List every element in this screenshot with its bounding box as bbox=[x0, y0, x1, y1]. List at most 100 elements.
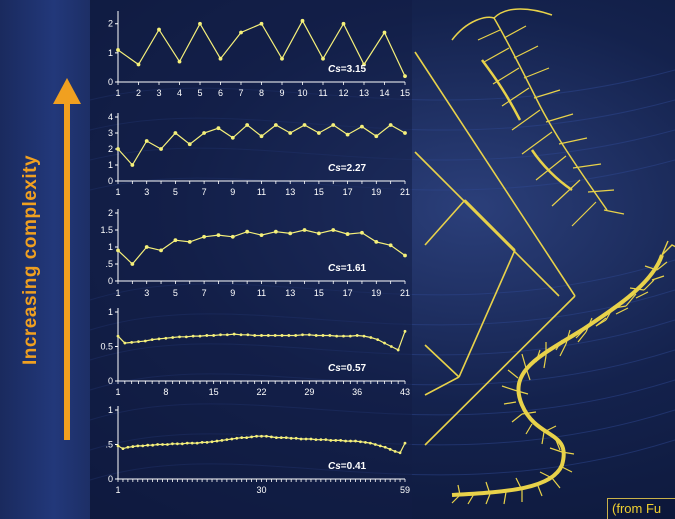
chart-4-x-tick-label: 1 bbox=[115, 387, 120, 397]
chart-1-x-tick-label: 15 bbox=[400, 88, 410, 98]
chart-5-x-tick-label: 59 bbox=[400, 485, 410, 495]
chart-3-point bbox=[345, 232, 350, 236]
cs-label: Cs bbox=[328, 263, 341, 274]
chart-4-point bbox=[205, 334, 209, 337]
chart-2-point bbox=[202, 131, 206, 135]
chart-2-x-tick-label: 1 bbox=[115, 187, 120, 197]
chart-4-y-tick-label: 0.5 bbox=[100, 342, 113, 352]
chart-1-x-tick-label: 3 bbox=[156, 88, 161, 98]
centipede-short-icon bbox=[451, 8, 625, 227]
chart-3-point bbox=[317, 231, 321, 236]
chart-1-y-tick-label: 2 bbox=[108, 19, 113, 29]
chart-2-point bbox=[317, 131, 321, 135]
chart-4-point bbox=[383, 341, 386, 345]
chart-3-y-tick-label: 1 bbox=[108, 242, 113, 252]
chart-3-x-tick-label: 9 bbox=[230, 288, 235, 298]
chart-2-y-tick-label: 0 bbox=[108, 176, 113, 186]
chart-5-point bbox=[304, 437, 308, 441]
chart-4-point bbox=[219, 333, 222, 337]
increasing-complexity-label: Increasing complexity bbox=[20, 154, 42, 366]
chart-4-point bbox=[123, 341, 127, 345]
chart-3-y-tick-label: 1.5 bbox=[100, 225, 113, 235]
chart-4-point bbox=[335, 334, 339, 338]
chart-1-x-tick-label: 12 bbox=[338, 88, 348, 98]
tree-branch-3a bbox=[424, 199, 466, 246]
chart-4-y-tick-label: 1 bbox=[108, 307, 113, 317]
chart-3-x-tick-label: 13 bbox=[285, 288, 295, 298]
chart-1-x-tick-label: 4 bbox=[177, 88, 182, 98]
chart-5-point bbox=[284, 436, 288, 439]
chart-5-point bbox=[274, 436, 278, 439]
chart-2-point bbox=[374, 134, 379, 139]
chart-5-x-tick-label: 1 bbox=[115, 485, 120, 495]
chart-4-point bbox=[253, 334, 257, 337]
chart-5-point bbox=[171, 442, 174, 446]
chart-5-point bbox=[269, 435, 273, 439]
chart-2-series-line bbox=[117, 124, 406, 167]
cs-value: =1.61 bbox=[341, 263, 367, 274]
chart-1-x-tick-label: 11 bbox=[318, 88, 327, 98]
chart-1-cs-annotation: Cs=3.15 bbox=[328, 64, 367, 75]
chart-3-x-tick-label: 21 bbox=[400, 288, 410, 298]
chart-5-point bbox=[190, 441, 194, 445]
chart-4-y-tick-label: 0 bbox=[108, 376, 113, 386]
chart-4-point bbox=[171, 336, 175, 339]
chart-5-point bbox=[324, 438, 328, 442]
chart-5-y-tick-label: .5 bbox=[105, 440, 113, 450]
chart-4-point bbox=[225, 333, 229, 337]
chart-5-point bbox=[334, 438, 338, 442]
chart-1-x-tick-label: 8 bbox=[259, 88, 264, 98]
chart-4-point bbox=[273, 334, 277, 337]
chart-4-point bbox=[212, 334, 216, 337]
chart-4-point bbox=[260, 334, 263, 337]
chart-2-y-tick-label: 3 bbox=[108, 128, 113, 138]
chart-1-x-tick-label: 5 bbox=[197, 88, 202, 98]
chart-2-point bbox=[144, 139, 149, 143]
chart-5-point bbox=[210, 440, 214, 444]
chart-4-point bbox=[191, 334, 195, 338]
chart-5-point bbox=[141, 444, 145, 448]
chart-3-point bbox=[259, 233, 264, 238]
chart-3-point bbox=[245, 229, 250, 234]
cs-value: =0.41 bbox=[341, 461, 367, 472]
chart-2-x-tick-label: 9 bbox=[230, 187, 235, 197]
cs-value: =3.15 bbox=[341, 64, 367, 75]
chart-1-point bbox=[259, 21, 264, 26]
chart-4-point bbox=[396, 348, 400, 352]
chart-2-point bbox=[345, 132, 350, 137]
chart-3-x-tick-label: 3 bbox=[144, 288, 149, 298]
chart-1-x-tick-label: 9 bbox=[279, 88, 284, 98]
chart-5-point bbox=[388, 447, 392, 451]
chart-1-x-tick-label: 13 bbox=[359, 88, 369, 98]
chart-3-x-tick-label: 15 bbox=[314, 288, 324, 298]
chart-3-point bbox=[403, 253, 407, 258]
chart-2-point bbox=[173, 131, 178, 135]
chart-4-point bbox=[164, 336, 168, 340]
chart-5-point bbox=[403, 441, 407, 445]
chart-5-point bbox=[319, 438, 323, 442]
chart-3-x-tick-label: 5 bbox=[173, 288, 178, 298]
chart-2-point bbox=[216, 126, 221, 131]
chart-5-point bbox=[393, 450, 397, 453]
chart-5-point bbox=[289, 436, 293, 440]
chart-2-point bbox=[245, 123, 250, 127]
chart-2-y-tick-label: 1 bbox=[108, 160, 113, 170]
cs-label: Cs bbox=[328, 363, 341, 374]
chart-2-point bbox=[288, 131, 293, 135]
chart-1-point bbox=[362, 62, 366, 67]
chart-4-x-tick-label: 15 bbox=[209, 387, 219, 397]
chart-5-point bbox=[294, 436, 298, 440]
chart-3-cs-annotation: Cs=1.61 bbox=[328, 263, 367, 274]
chart-3-point bbox=[288, 231, 293, 236]
chart-4-point bbox=[280, 334, 284, 337]
chart-5-point bbox=[354, 439, 357, 443]
chart-5-x-tick-label: 30 bbox=[256, 485, 266, 495]
chart-5-point bbox=[175, 442, 179, 446]
chart-3-x-tick-label: 7 bbox=[202, 288, 207, 298]
chart-5-point bbox=[250, 435, 254, 439]
chart-5-point bbox=[373, 443, 377, 446]
chart-3-point bbox=[144, 245, 149, 249]
chart-5-point bbox=[344, 439, 348, 443]
chart-4-point bbox=[232, 332, 236, 336]
chart-5-point bbox=[131, 445, 135, 448]
